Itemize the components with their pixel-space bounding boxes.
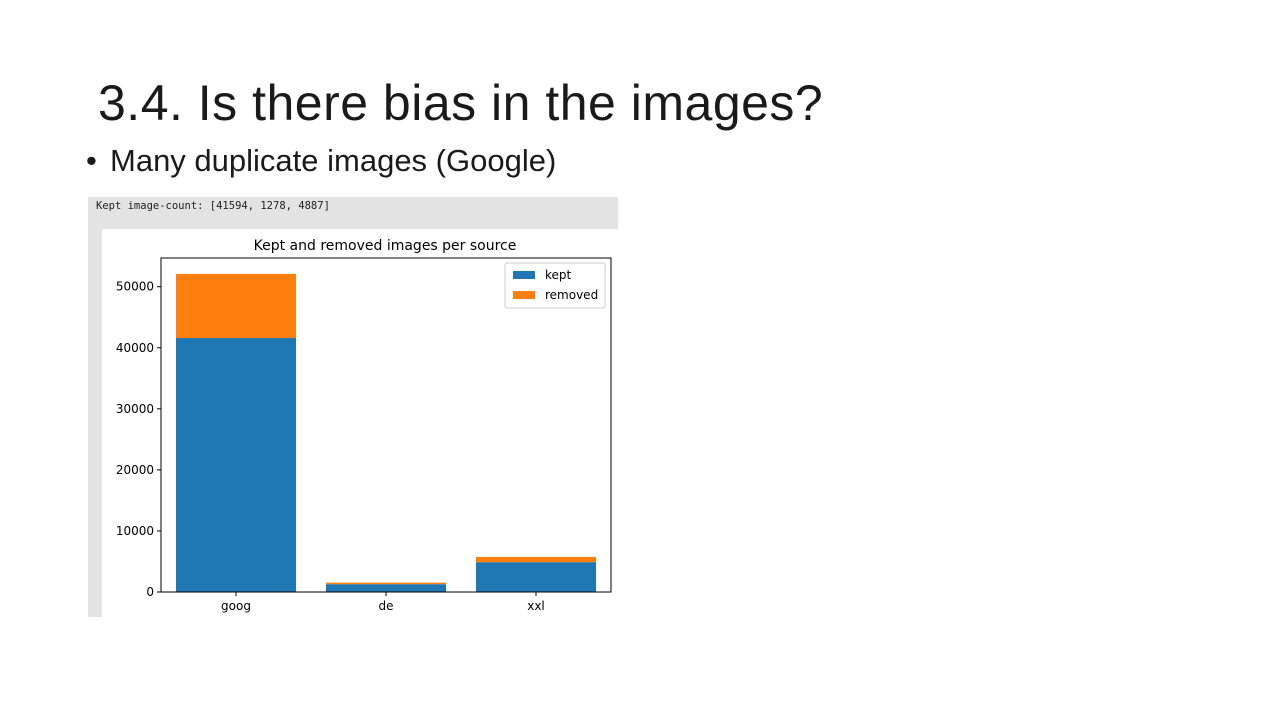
chart-title: Kept and removed images per source — [254, 238, 517, 254]
x-tick-label-xxl: xxl — [527, 599, 545, 613]
chart-figure: Kept and removed images per source 0 1000… — [102, 229, 618, 617]
legend-label-removed: removed — [545, 288, 598, 302]
x-tick-label-goog: goog — [221, 599, 251, 613]
bar-kept-de — [326, 584, 446, 592]
bar-chart: Kept and removed images per source 0 1000… — [116, 238, 612, 613]
bullet-glyph: • — [86, 143, 97, 178]
y-tick-label: 10000 — [116, 524, 154, 538]
legend-swatch-removed — [513, 291, 535, 299]
x-tick-label-de: de — [379, 599, 394, 613]
y-tick-label: 50000 — [116, 280, 154, 294]
bar-removed-goog — [176, 273, 296, 339]
notebook-output: Kept image-count: [41594, 1278, 4887] Ke… — [88, 197, 618, 617]
y-tick-label: 20000 — [116, 463, 154, 477]
y-tick-label: 0 — [146, 585, 154, 599]
bar-kept-goog — [176, 338, 296, 592]
bullet-text: Many duplicate images (Google) — [110, 143, 557, 178]
code-output-line: Kept image-count: [41594, 1278, 4887] — [96, 200, 330, 212]
legend-label-kept: kept — [545, 268, 572, 282]
legend-swatch-kept — [513, 271, 535, 279]
bar-kept-xxl — [476, 562, 596, 592]
slide-title: 3.4. Is there bias in the images? — [98, 75, 824, 131]
bar-removed-xxl — [476, 556, 596, 563]
y-tick-label: 40000 — [116, 341, 154, 355]
bar-removed-de — [326, 582, 446, 585]
bullet-item: • Many duplicate images (Google) — [86, 143, 556, 179]
y-tick-label: 30000 — [116, 402, 154, 416]
